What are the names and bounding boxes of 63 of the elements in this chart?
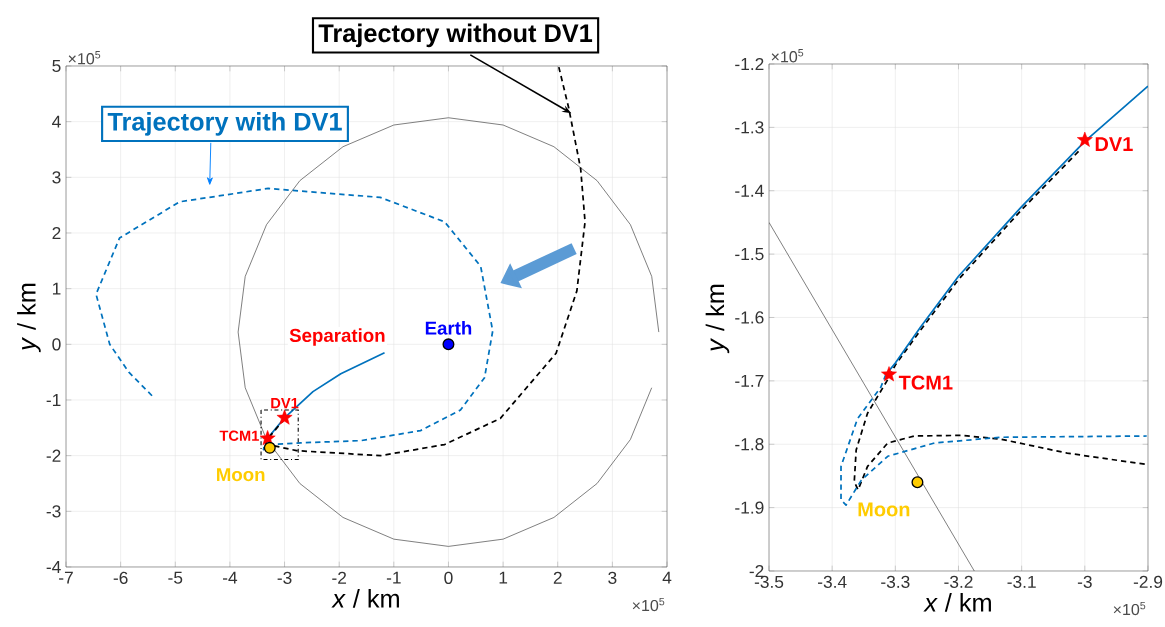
x-tick-label: 3 bbox=[608, 571, 617, 584]
y-tick-label: -1 bbox=[46, 394, 61, 406]
x-tick-label: 0 bbox=[444, 571, 453, 584]
y-tick-label: 5 bbox=[52, 59, 61, 73]
y-axis-title: y / km bbox=[705, 284, 730, 354]
y-tick-label: -1.4 bbox=[735, 184, 764, 197]
y-tick-label: 2 bbox=[52, 226, 61, 240]
y-tick-label: 4 bbox=[52, 115, 61, 128]
y-tick-label: 3 bbox=[52, 171, 61, 184]
series-label: Moon bbox=[217, 468, 265, 482]
y-tick-label: -2 bbox=[46, 449, 61, 462]
y-axis-title: y / km bbox=[17, 283, 41, 353]
series-label: Trajectory without DV1 bbox=[318, 23, 593, 48]
series-label: TCM1 bbox=[219, 430, 259, 441]
x-tick-label: -4 bbox=[222, 571, 238, 584]
x-tick-label: -7 bbox=[59, 571, 73, 584]
annotation: Separation bbox=[289, 328, 385, 346]
y-tick-label: -1.7 bbox=[735, 374, 764, 387]
y-tick-label: -1.9 bbox=[735, 501, 764, 514]
x-tick-label: -3.3 bbox=[881, 575, 910, 588]
point bbox=[881, 366, 897, 382]
series-label: Earth bbox=[425, 321, 472, 335]
series-label: DV1 bbox=[1095, 137, 1133, 151]
x-tick-label: 4 bbox=[662, 571, 672, 584]
y-tick-label: -1.3 bbox=[735, 121, 764, 134]
x-tick-label: 2 bbox=[553, 571, 562, 584]
y-tick-label: -1.6 bbox=[735, 311, 764, 324]
x-tick-label: -6 bbox=[113, 571, 128, 584]
y-tick-label: -1.8 bbox=[735, 438, 764, 451]
y-tick-label: 0 bbox=[52, 338, 61, 351]
y-tick-label: -1.2 bbox=[735, 57, 764, 71]
text: ×10$^{5}$ bbox=[1113, 601, 1146, 616]
x-axis-title: x / km bbox=[331, 589, 399, 608]
point bbox=[911, 476, 924, 489]
y-tick-label: 1 bbox=[52, 282, 61, 295]
x-tick-label: -5 bbox=[168, 571, 183, 584]
series-label: DV1 bbox=[271, 398, 299, 409]
x-tick-label: -2 bbox=[332, 571, 347, 584]
x-tick-label: -3 bbox=[1077, 575, 1092, 588]
x-tick-label: -3.5 bbox=[754, 575, 784, 588]
series-label: Moon bbox=[858, 502, 910, 517]
line-series bbox=[853, 150, 1148, 491]
text: ×10$^{5}$ bbox=[68, 51, 101, 65]
point bbox=[276, 409, 293, 425]
text: ×10$^{5}$ bbox=[771, 49, 804, 63]
x-tick-label: -3.1 bbox=[1007, 575, 1036, 588]
x-tick-label: -2.9 bbox=[1133, 575, 1163, 588]
y-tick-label: -1.5 bbox=[735, 248, 764, 261]
text: Trajectory with DV1 bbox=[107, 112, 342, 136]
series-label: TCM1 bbox=[898, 375, 953, 390]
point bbox=[263, 441, 276, 454]
point bbox=[259, 430, 276, 446]
x-tick-label: -3.2 bbox=[944, 575, 973, 588]
x-tick-label: -3 bbox=[277, 571, 292, 584]
y-tick-label: -4 bbox=[46, 561, 61, 573]
point bbox=[1076, 131, 1093, 147]
x-tick-label: -1 bbox=[386, 571, 401, 584]
text: ×10$^{5}$ bbox=[632, 597, 665, 612]
point bbox=[442, 338, 455, 351]
x-tick-label: 1 bbox=[499, 571, 508, 584]
x-axis-title: x / km bbox=[923, 593, 991, 612]
y-tick-label: -3 bbox=[46, 505, 61, 518]
x-tick-label: -3.4 bbox=[818, 575, 847, 588]
